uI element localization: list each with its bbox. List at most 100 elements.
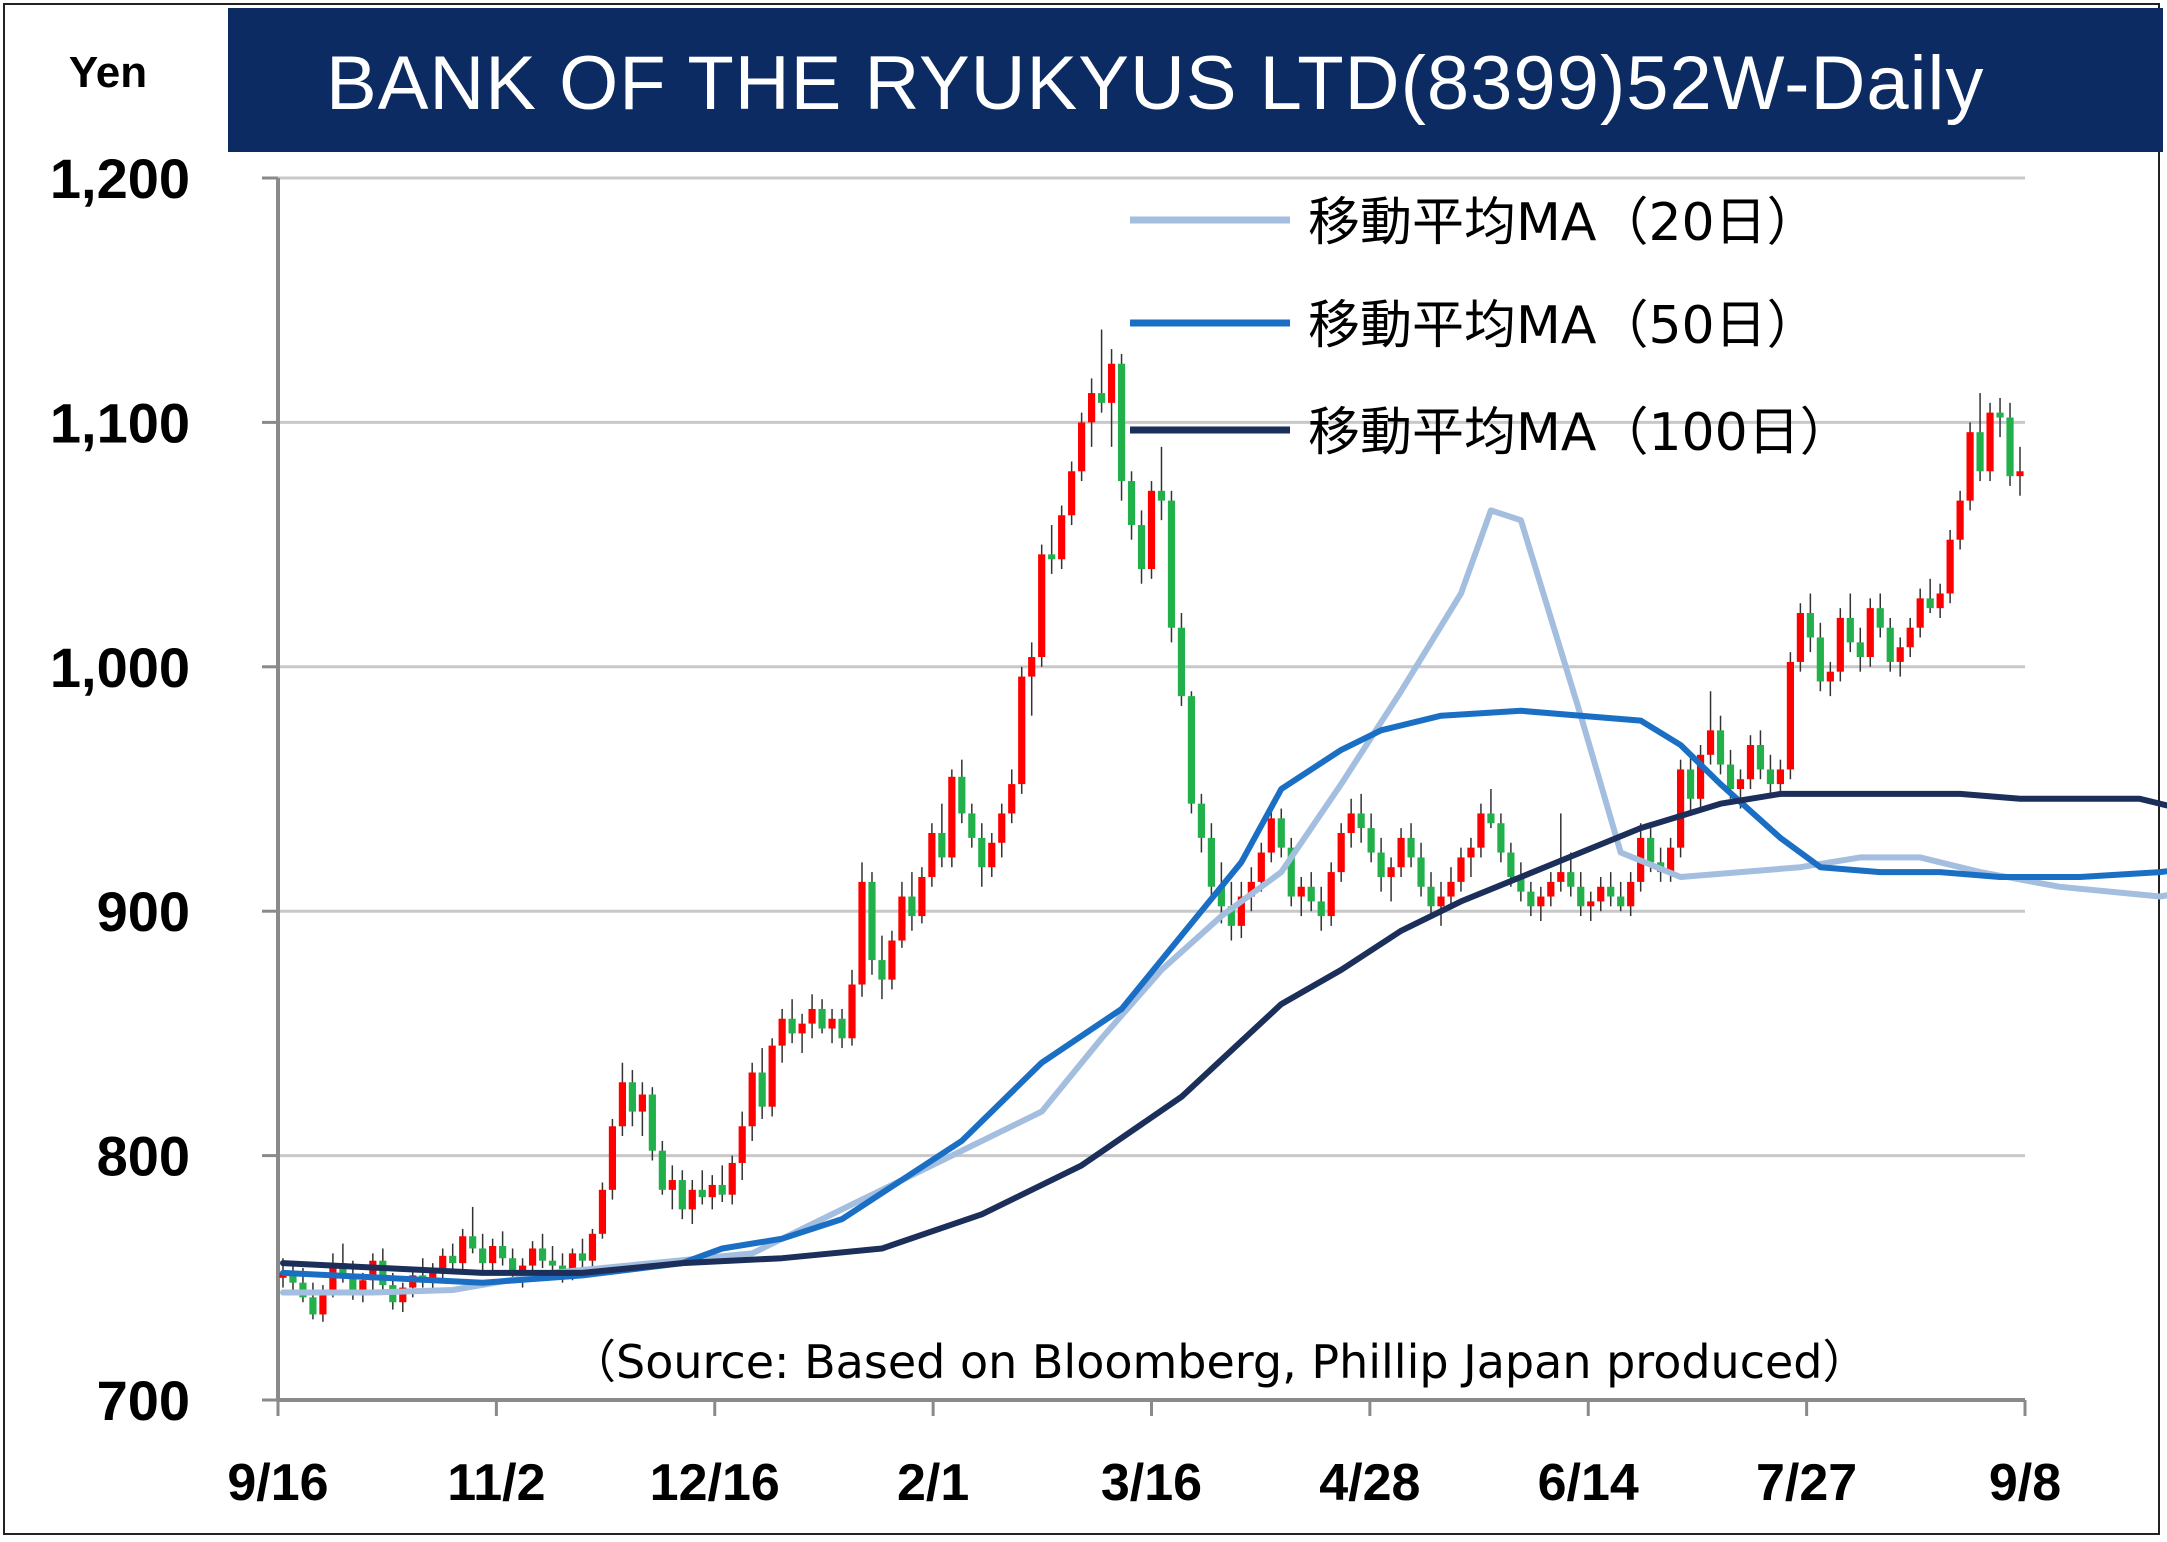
candle-down [1357, 813, 1365, 829]
candle-down [1277, 818, 1285, 848]
candle-down [968, 813, 976, 838]
candle-up [1107, 363, 1116, 403]
candle-up [1796, 613, 1804, 662]
candle-down [1157, 490, 1166, 501]
candle-up [1147, 490, 1156, 570]
candle-up [1267, 818, 1275, 853]
y-tick-labels: 1,200 1,100 1,000 900 800 700 [50, 147, 190, 1432]
candle-down [628, 1082, 636, 1112]
candle-down [938, 832, 946, 858]
candle-down [1048, 554, 1056, 560]
candle-up [1956, 500, 1964, 540]
candle-up [1986, 412, 1994, 472]
legend-label-ma50: 移動平均MA（50日） [1308, 296, 1819, 356]
candle-down [1527, 891, 1535, 907]
candle-up [568, 1253, 577, 1273]
candle-up [618, 1082, 627, 1127]
candle-down [658, 1150, 666, 1190]
y-tick-label: 1,100 [50, 391, 190, 454]
ma100-line [280, 790, 2167, 1276]
candle-down [1227, 906, 1235, 926]
candle-down [648, 1094, 656, 1151]
candle-down [978, 837, 986, 868]
candle-up [1028, 657, 1036, 677]
candle-up [1078, 422, 1086, 472]
candle-down [1686, 769, 1695, 799]
candle-up [1866, 608, 1874, 658]
candle-up [1247, 881, 1255, 897]
y-unit-label: Yen [68, 48, 148, 97]
candle-up [1906, 627, 1914, 648]
candle-down [1197, 803, 1206, 838]
candle-up [1297, 886, 1305, 897]
candle-down [1497, 823, 1505, 853]
candle-down [1996, 412, 2004, 418]
candle-up [988, 842, 996, 868]
candle-up [1447, 881, 1455, 897]
y-tick-label: 700 [97, 1369, 190, 1432]
candle-down [379, 1260, 387, 1286]
candle-down [1317, 901, 1325, 917]
candle-up [1746, 745, 1755, 780]
candle-up [1387, 867, 1395, 877]
axes [276, 178, 2027, 1416]
candle-down [509, 1258, 517, 1276]
x-tick-label: 3/16 [1101, 1454, 1202, 1512]
candle-up [489, 1246, 497, 1264]
candle-down [479, 1248, 487, 1264]
candle-down [1816, 637, 1824, 682]
candle-up [1237, 896, 1245, 926]
candle-down [838, 1018, 846, 1039]
candle-down [1726, 764, 1735, 789]
candle-up [1966, 432, 1974, 501]
candle-up [1736, 779, 1745, 789]
candle-down [1517, 876, 1525, 892]
candle-up [1327, 872, 1335, 917]
candle-down [1377, 852, 1385, 877]
candle-down [718, 1184, 726, 1195]
candle-down [1117, 363, 1126, 482]
candlesticks [279, 329, 2024, 1322]
candle-up [319, 1292, 327, 1315]
y-tick-label: 1,000 [50, 636, 190, 699]
candle-down [578, 1253, 587, 1261]
candle-down [1926, 598, 1934, 609]
candle-up [738, 1126, 746, 1163]
candle-down [878, 960, 886, 980]
candle-up [399, 1287, 407, 1303]
candle-down [449, 1255, 457, 1264]
candle-up [1706, 730, 1715, 755]
candle-up [528, 1248, 537, 1266]
candle-up [1936, 593, 1944, 609]
candle-down [678, 1180, 686, 1210]
candle-up [888, 940, 896, 980]
candle-up [429, 1270, 437, 1283]
candle-down [868, 881, 876, 961]
candle-down [1567, 872, 1575, 887]
candle-down [339, 1263, 347, 1278]
candle-up [778, 1018, 786, 1046]
x-tick-label: 4/28 [1319, 1454, 1420, 1512]
candle-down [908, 896, 916, 917]
candle-up [1946, 539, 1954, 594]
candle-down [499, 1246, 507, 1259]
candle-down [1127, 481, 1136, 526]
candle-down [1846, 617, 1854, 643]
ma50-line [280, 707, 2167, 1286]
candle-down [1137, 525, 1146, 570]
candle-up [918, 876, 926, 917]
candle-down [1507, 852, 1515, 877]
candle-up [1547, 881, 1555, 897]
candle-down [289, 1272, 297, 1283]
candle-up [798, 1023, 806, 1034]
candle-down [1367, 828, 1375, 853]
candle-down [1217, 886, 1225, 907]
candle-down [1287, 847, 1295, 897]
y-tick-label: 1,200 [50, 147, 190, 210]
candle-up [1347, 813, 1355, 833]
candle-up [708, 1184, 716, 1198]
candle-down [1407, 837, 1415, 858]
candle-up [1088, 393, 1096, 423]
candle-down [958, 776, 966, 814]
